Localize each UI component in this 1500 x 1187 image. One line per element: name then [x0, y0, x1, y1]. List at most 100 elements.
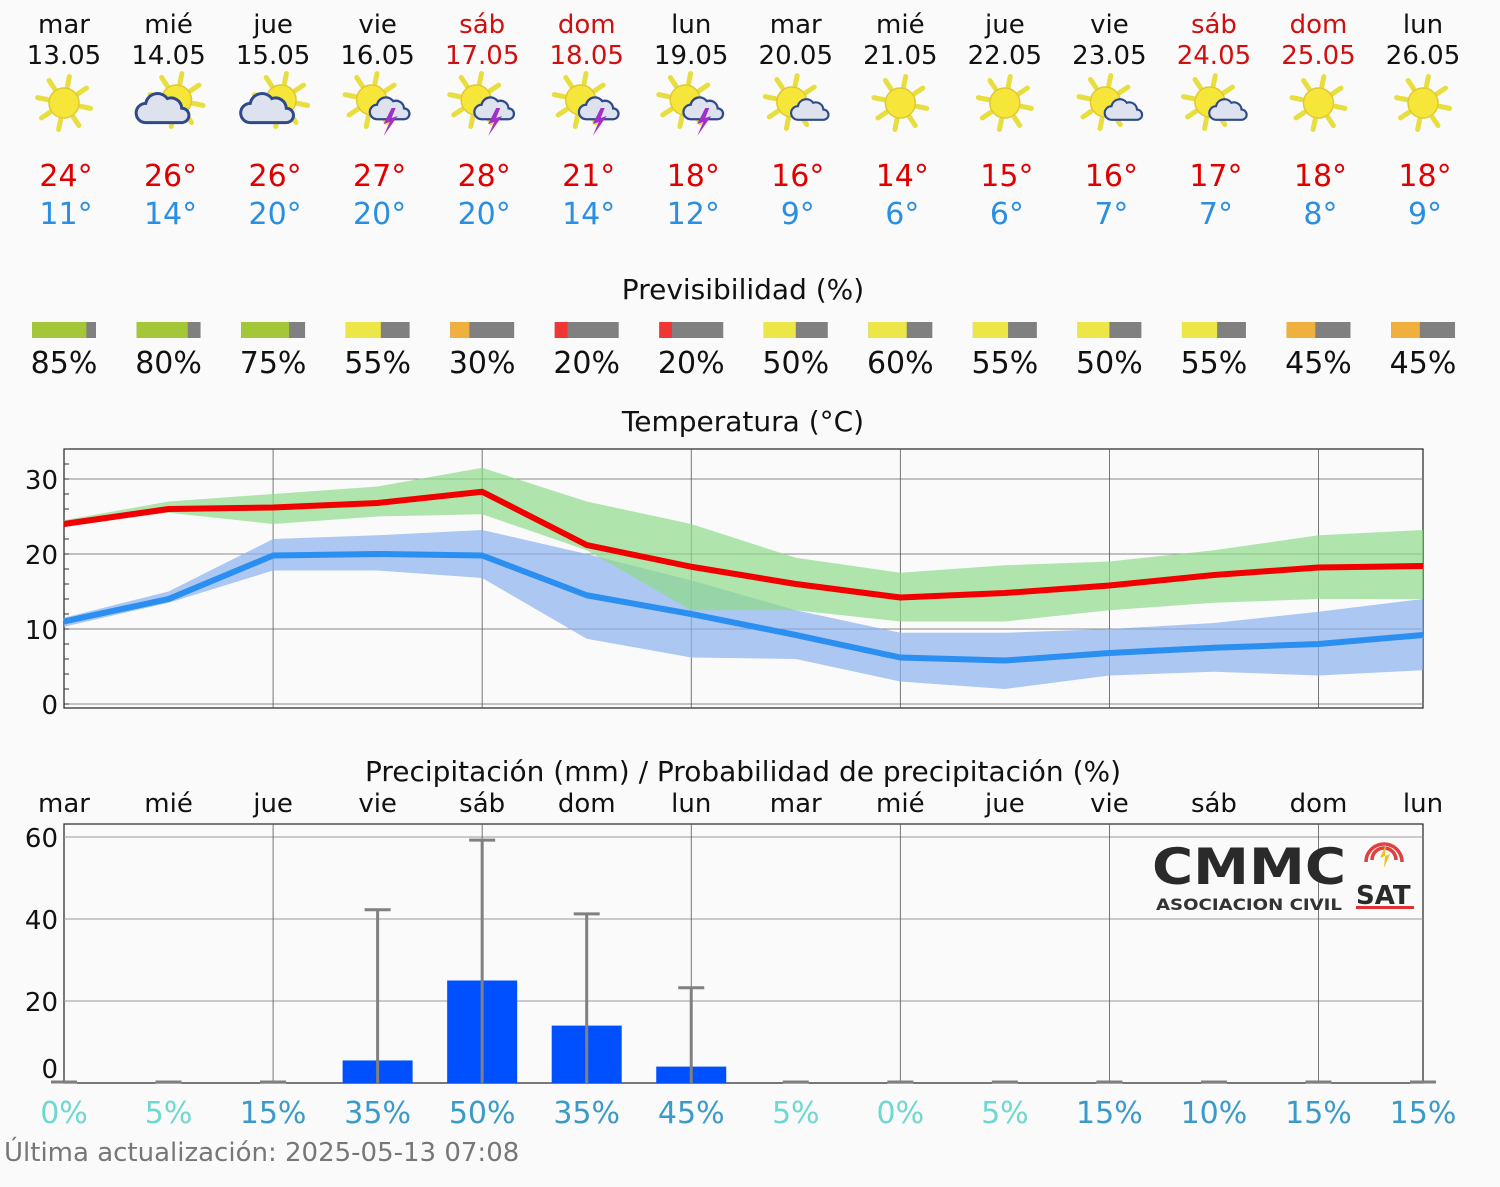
sun-icon — [1394, 74, 1452, 132]
y-tick-label: 40 — [25, 906, 58, 936]
sun-small-cloud-icon — [1180, 73, 1248, 131]
day-date: 22.05 — [968, 41, 1042, 71]
y-tick-label: 0 — [41, 1055, 58, 1085]
sun-storm-icon — [447, 71, 516, 136]
lightning-icon — [383, 108, 398, 136]
max-temp: 17° — [1189, 159, 1242, 194]
precip-probability: 50% — [449, 1096, 516, 1131]
max-temp: 18° — [1398, 159, 1451, 194]
min-temp: 8° — [1303, 197, 1337, 232]
day-name: vie — [1090, 10, 1129, 40]
sun-icon — [1289, 74, 1348, 132]
predictability-bar-fill — [450, 322, 470, 338]
max-temp-band — [64, 467, 1424, 622]
y-tick-label: 30 — [25, 466, 58, 496]
max-temp: 24° — [39, 159, 92, 194]
max-temp: 27° — [353, 159, 406, 194]
precip-day-name: dom — [558, 789, 616, 819]
max-temp: 26° — [144, 159, 197, 194]
precip-probability: 0% — [40, 1096, 88, 1131]
y-tick-label: 60 — [25, 824, 58, 854]
day-name: mié — [144, 10, 193, 40]
predictability-bar-fill — [763, 322, 796, 338]
predictability-value: 55% — [1181, 346, 1248, 381]
min-temp: 6° — [990, 197, 1024, 232]
predictability-bar-fill — [659, 322, 673, 338]
precip-probability: 15% — [1076, 1096, 1143, 1131]
cloud-icon — [1103, 98, 1144, 121]
predictability-value: 60% — [867, 346, 934, 381]
precip-day-name: mar — [38, 789, 90, 819]
day-date: 24.05 — [1177, 41, 1251, 71]
day-name: jue — [252, 10, 293, 40]
day-name: dom — [558, 10, 616, 40]
day-name: jue — [984, 10, 1025, 40]
cloud-icon — [134, 92, 191, 125]
sun-icon — [975, 74, 1034, 132]
day-name: mar — [38, 10, 90, 40]
min-temp: 20° — [248, 197, 301, 232]
day-name: mié — [876, 10, 925, 40]
day-date: 14.05 — [131, 41, 205, 71]
precip-day-name: vie — [1090, 789, 1129, 819]
precip-probability: 5% — [772, 1096, 820, 1131]
precip-probability: 5% — [145, 1096, 193, 1131]
precip-probability: 10% — [1181, 1096, 1248, 1131]
precip-probability: 35% — [553, 1096, 620, 1131]
predictability-value: 55% — [344, 346, 411, 381]
temperature-chart: 0 10 20 30 — [25, 448, 1424, 721]
min-temp-line — [63, 551, 1424, 664]
predictability-bar-track — [659, 322, 724, 338]
max-temp-line — [63, 488, 1424, 601]
min-temp: 7° — [1199, 197, 1233, 232]
y-tick-label: 20 — [25, 541, 58, 571]
predictability-value: 80% — [135, 346, 202, 381]
min-temp: 14° — [144, 197, 197, 232]
precipitation-chart-title: Precipitación (mm) / Probabilidad de pre… — [365, 755, 1121, 788]
max-temp: 14° — [876, 159, 929, 194]
sun-storm-icon — [656, 71, 725, 136]
temperature-chart-title: Temperatura (°C) — [621, 405, 864, 438]
predictability-value: 85% — [31, 346, 98, 381]
max-temp: 15° — [980, 159, 1033, 194]
predictability-bar-fill — [241, 322, 290, 338]
precip-probability: 15% — [240, 1096, 307, 1131]
day-name: lun — [671, 10, 711, 40]
day-date: 21.05 — [863, 41, 937, 71]
sun-storm-icon — [342, 71, 411, 136]
max-temp: 21° — [562, 159, 615, 194]
day-name: sáb — [459, 10, 505, 40]
sun-icon — [871, 74, 930, 132]
cloud-icon — [239, 92, 295, 125]
day-date: 16.05 — [340, 41, 414, 71]
max-temp: 18° — [1294, 159, 1347, 194]
lightning-icon — [592, 108, 607, 136]
sun-icon — [35, 74, 93, 132]
min-temp: 14° — [562, 197, 615, 232]
day-date: 17.05 — [445, 41, 519, 71]
min-temp: 9° — [1408, 197, 1442, 232]
predictability-bar-fill — [1286, 322, 1316, 338]
y-tick-label: 0 — [41, 691, 58, 721]
storm-cloud-icon — [682, 96, 725, 121]
min-temp: 11° — [39, 197, 92, 232]
max-temp: 26° — [248, 159, 301, 194]
predictability-bar-fill — [1391, 322, 1420, 338]
precip-day-name: lun — [671, 789, 711, 819]
min-temp: 20° — [353, 197, 406, 232]
storm-cloud-icon — [473, 96, 516, 121]
predictability-bar-fill — [32, 322, 87, 338]
predictability-bar-track — [554, 322, 619, 338]
storm-cloud-icon — [368, 96, 411, 121]
precip-day-name: sáb — [1191, 789, 1237, 819]
precip-probability: 35% — [344, 1096, 411, 1131]
